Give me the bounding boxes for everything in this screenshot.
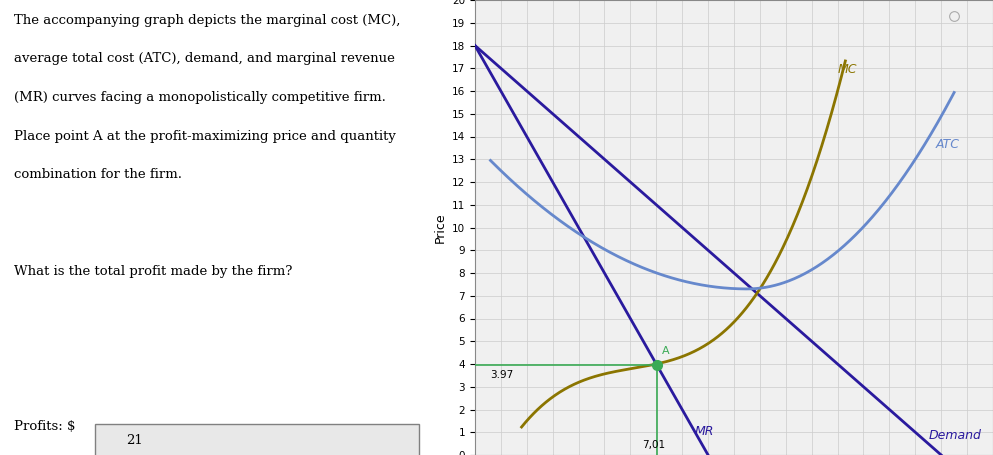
Text: 21: 21	[126, 434, 143, 447]
Text: (MR) curves facing a monopolistically competitive firm.: (MR) curves facing a monopolistically co…	[14, 91, 385, 104]
Text: average total cost (ATC), demand, and marginal revenue: average total cost (ATC), demand, and ma…	[14, 52, 394, 66]
Text: 7,01: 7,01	[642, 440, 665, 450]
Text: Demand: Demand	[928, 429, 981, 442]
FancyBboxPatch shape	[94, 425, 419, 455]
Text: 3.97: 3.97	[491, 370, 513, 380]
Text: MC: MC	[837, 63, 857, 76]
Text: ATC: ATC	[936, 138, 960, 151]
Text: Profits: $: Profits: $	[14, 420, 75, 433]
Text: Place point A at the profit-maximizing price and quantity: Place point A at the profit-maximizing p…	[14, 130, 395, 143]
Text: What is the total profit made by the firm?: What is the total profit made by the fir…	[14, 265, 292, 278]
Y-axis label: Price: Price	[433, 212, 447, 243]
Text: The accompanying graph depicts the marginal cost (MC),: The accompanying graph depicts the margi…	[14, 14, 400, 27]
Text: A: A	[661, 346, 669, 356]
Text: MR: MR	[695, 425, 715, 438]
Text: combination for the firm.: combination for the firm.	[14, 168, 182, 182]
